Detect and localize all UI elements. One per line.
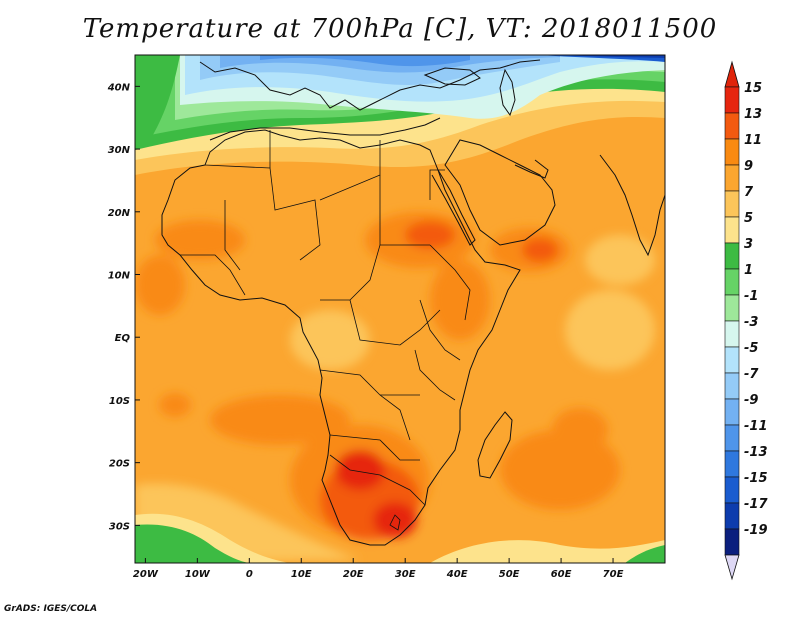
- colorbar-swatch: [724, 502, 740, 530]
- lon-tick-label: 30E: [395, 569, 416, 580]
- colorbar-top-arrow: [724, 60, 740, 88]
- longitude-ticks: 20W 10W 0 10E 20E 30E 40E 50E 60E 70E: [133, 558, 624, 580]
- colorbar: 15 13 11 9 7 5 3 1 -1 -3 -5 -7 -9 -11 -13 -15 -17 -19: [724, 60, 768, 581]
- southern-cool-bands: [135, 483, 665, 563]
- colorbar-swatch: [724, 450, 740, 478]
- colorbar-swatch: [724, 372, 740, 400]
- colorbar-level-label: 1: [744, 263, 753, 278]
- colorbar-level-label: -13: [744, 445, 768, 460]
- colorbar-level-label: -3: [744, 315, 758, 330]
- colorbar-level-label: 5: [744, 211, 753, 226]
- northern-cold-bands: [135, 55, 665, 175]
- colorbar-level-label: 15: [744, 81, 762, 96]
- temperature-field: [135, 55, 665, 563]
- band-m11: [260, 55, 470, 67]
- madagascar-coastline: [477, 411, 513, 479]
- lat-tick-label: 40N: [107, 82, 131, 93]
- colorbar-swatch: [724, 268, 740, 296]
- colorbar-swatch: [724, 346, 740, 374]
- colorbar-swatch: [724, 528, 740, 556]
- colorbar-level-label: 7: [744, 185, 754, 200]
- colorbar-level-label: 3: [744, 237, 753, 252]
- arabia-coastline: [444, 139, 556, 246]
- colorbar-swatch: [724, 190, 740, 218]
- colorbar-level-label: -5: [744, 341, 758, 356]
- band-m17: [560, 55, 665, 58]
- colorbar-swatch: [724, 424, 740, 452]
- colorbar-swatch: [724, 86, 740, 114]
- india-coastline: [599, 154, 665, 257]
- lon-tick-label: 10W: [185, 569, 211, 580]
- colorbar-level-label: -15: [744, 471, 768, 486]
- lon-tick-label: 20E: [343, 569, 364, 580]
- colorbar-bottom-arrow: [724, 554, 740, 581]
- lat-tick-label: 30S: [109, 521, 130, 532]
- lat-tick-label: 10N: [108, 271, 131, 282]
- lon-tick-label: 10E: [291, 569, 312, 580]
- lon-tick-label: 0: [246, 569, 253, 580]
- black-sea: [423, 67, 481, 86]
- europe-coastline: [199, 59, 541, 111]
- lat-tick-label: 30N: [108, 145, 131, 156]
- grads-credit: GrADS: IGES/COLA: [4, 604, 98, 614]
- coastlines: [161, 59, 665, 546]
- lon-tick-label: 70E: [603, 569, 624, 580]
- colorbar-swatch: [724, 320, 740, 348]
- mediterranean-south: [209, 117, 441, 141]
- west-green: [135, 55, 180, 150]
- colorbar-level-label: -9: [744, 393, 758, 408]
- colorbar-swatch: [724, 398, 740, 426]
- country-borders: [180, 130, 471, 531]
- africa-coastline: [161, 129, 521, 546]
- lon-tick-label: 60E: [551, 569, 572, 580]
- lat-tick-label: 20N: [108, 208, 131, 219]
- colorbar-level-label: 9: [744, 159, 753, 174]
- colorbar-level-label: -11: [744, 419, 768, 434]
- colorbar-swatch: [724, 476, 740, 504]
- lat-tick-label: 10S: [109, 396, 130, 407]
- colorbar-level-label: -19: [744, 523, 768, 538]
- colorbar-level-label: -1: [744, 289, 758, 304]
- colorbar-swatch: [724, 138, 740, 166]
- band-se3: [625, 545, 665, 563]
- lon-tick-label: 20W: [133, 569, 159, 580]
- caspian-sea: [499, 68, 516, 117]
- colorbar-level-label: -17: [744, 497, 768, 512]
- persian-gulf: [514, 159, 549, 179]
- lon-tick-label: 40E: [446, 569, 468, 580]
- colorbar-swatch: [724, 294, 740, 322]
- band-s3: [135, 524, 250, 563]
- lat-tick-label: EQ: [115, 333, 131, 344]
- map-title: Temperature at 700hPa [C], VT: 201801150…: [82, 14, 718, 44]
- red-sea: [431, 169, 476, 246]
- colorbar-swatch: [724, 112, 740, 140]
- warm-blotches: [135, 212, 655, 540]
- colorbar-swatch: [724, 216, 740, 244]
- plot-frame: [134, 54, 666, 564]
- band-se5: [430, 540, 665, 563]
- colorbar-swatch: [724, 242, 740, 270]
- colorbar-level-label: 13: [744, 107, 762, 122]
- lat-tick-label: 20S: [109, 459, 130, 470]
- colorbar-level-label: -7: [744, 367, 759, 382]
- lon-tick-label: 50E: [499, 569, 520, 580]
- latitude-ticks: 40N 30N 20N 10N EQ 10S 20S 30S: [107, 82, 140, 532]
- colorbar-level-label: 11: [744, 133, 762, 148]
- colorbar-swatch: [724, 164, 740, 192]
